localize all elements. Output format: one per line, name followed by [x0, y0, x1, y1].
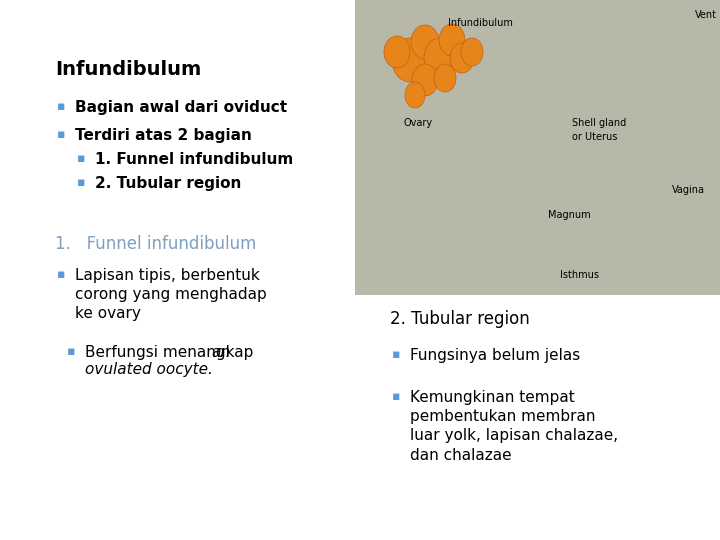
Ellipse shape: [392, 38, 428, 82]
Text: Berfungsi menangkap: Berfungsi menangkap: [85, 345, 258, 360]
Text: 2. Tubular region: 2. Tubular region: [95, 176, 241, 191]
Ellipse shape: [405, 82, 425, 108]
Ellipse shape: [411, 25, 439, 59]
Text: an: an: [211, 345, 230, 360]
Ellipse shape: [412, 64, 438, 96]
Text: Terdiri atas 2 bagian: Terdiri atas 2 bagian: [75, 128, 252, 143]
Ellipse shape: [450, 43, 474, 73]
Text: or Uterus: or Uterus: [572, 132, 617, 142]
Text: 1.   Funnel infundibulum: 1. Funnel infundibulum: [55, 235, 256, 253]
Text: 1. Funnel infundibulum: 1. Funnel infundibulum: [95, 152, 293, 167]
Text: Fungsinya belum jelas: Fungsinya belum jelas: [410, 348, 580, 363]
Text: ▪: ▪: [67, 345, 76, 358]
Text: Infundibulum: Infundibulum: [448, 18, 513, 28]
Ellipse shape: [461, 38, 483, 66]
Text: Shell gland: Shell gland: [572, 118, 626, 128]
Text: ▪: ▪: [392, 390, 400, 403]
Text: Kemungkinan tempat
pembentukan membran
luar yolk, lapisan chalazae,
dan chalazae: Kemungkinan tempat pembentukan membran l…: [410, 390, 618, 463]
Text: Bagian awal dari oviduct: Bagian awal dari oviduct: [75, 100, 287, 115]
Text: 2. Tubular region: 2. Tubular region: [390, 310, 530, 328]
Text: ▪: ▪: [57, 268, 66, 281]
Text: Infundibulum: Infundibulum: [55, 60, 202, 79]
Text: ▪: ▪: [57, 128, 66, 141]
Text: ▪: ▪: [392, 348, 400, 361]
Text: ovulated oocyte.: ovulated oocyte.: [85, 362, 213, 377]
Text: Ovary: Ovary: [403, 118, 433, 128]
Ellipse shape: [384, 36, 410, 68]
Text: Magnum: Magnum: [548, 210, 590, 220]
Text: Isthmus: Isthmus: [560, 270, 599, 280]
Text: ▪: ▪: [77, 152, 86, 165]
Text: ▪: ▪: [57, 100, 66, 113]
Text: Vent: Vent: [695, 10, 717, 20]
Ellipse shape: [439, 24, 465, 56]
Text: Lapisan tipis, berbentuk
corong yang menghadap
ke ovary: Lapisan tipis, berbentuk corong yang men…: [75, 268, 266, 321]
Text: Vagina: Vagina: [672, 185, 705, 195]
Bar: [355, 0, 720, 295]
Ellipse shape: [434, 64, 456, 92]
Ellipse shape: [424, 38, 456, 78]
Text: ▪: ▪: [77, 176, 86, 189]
